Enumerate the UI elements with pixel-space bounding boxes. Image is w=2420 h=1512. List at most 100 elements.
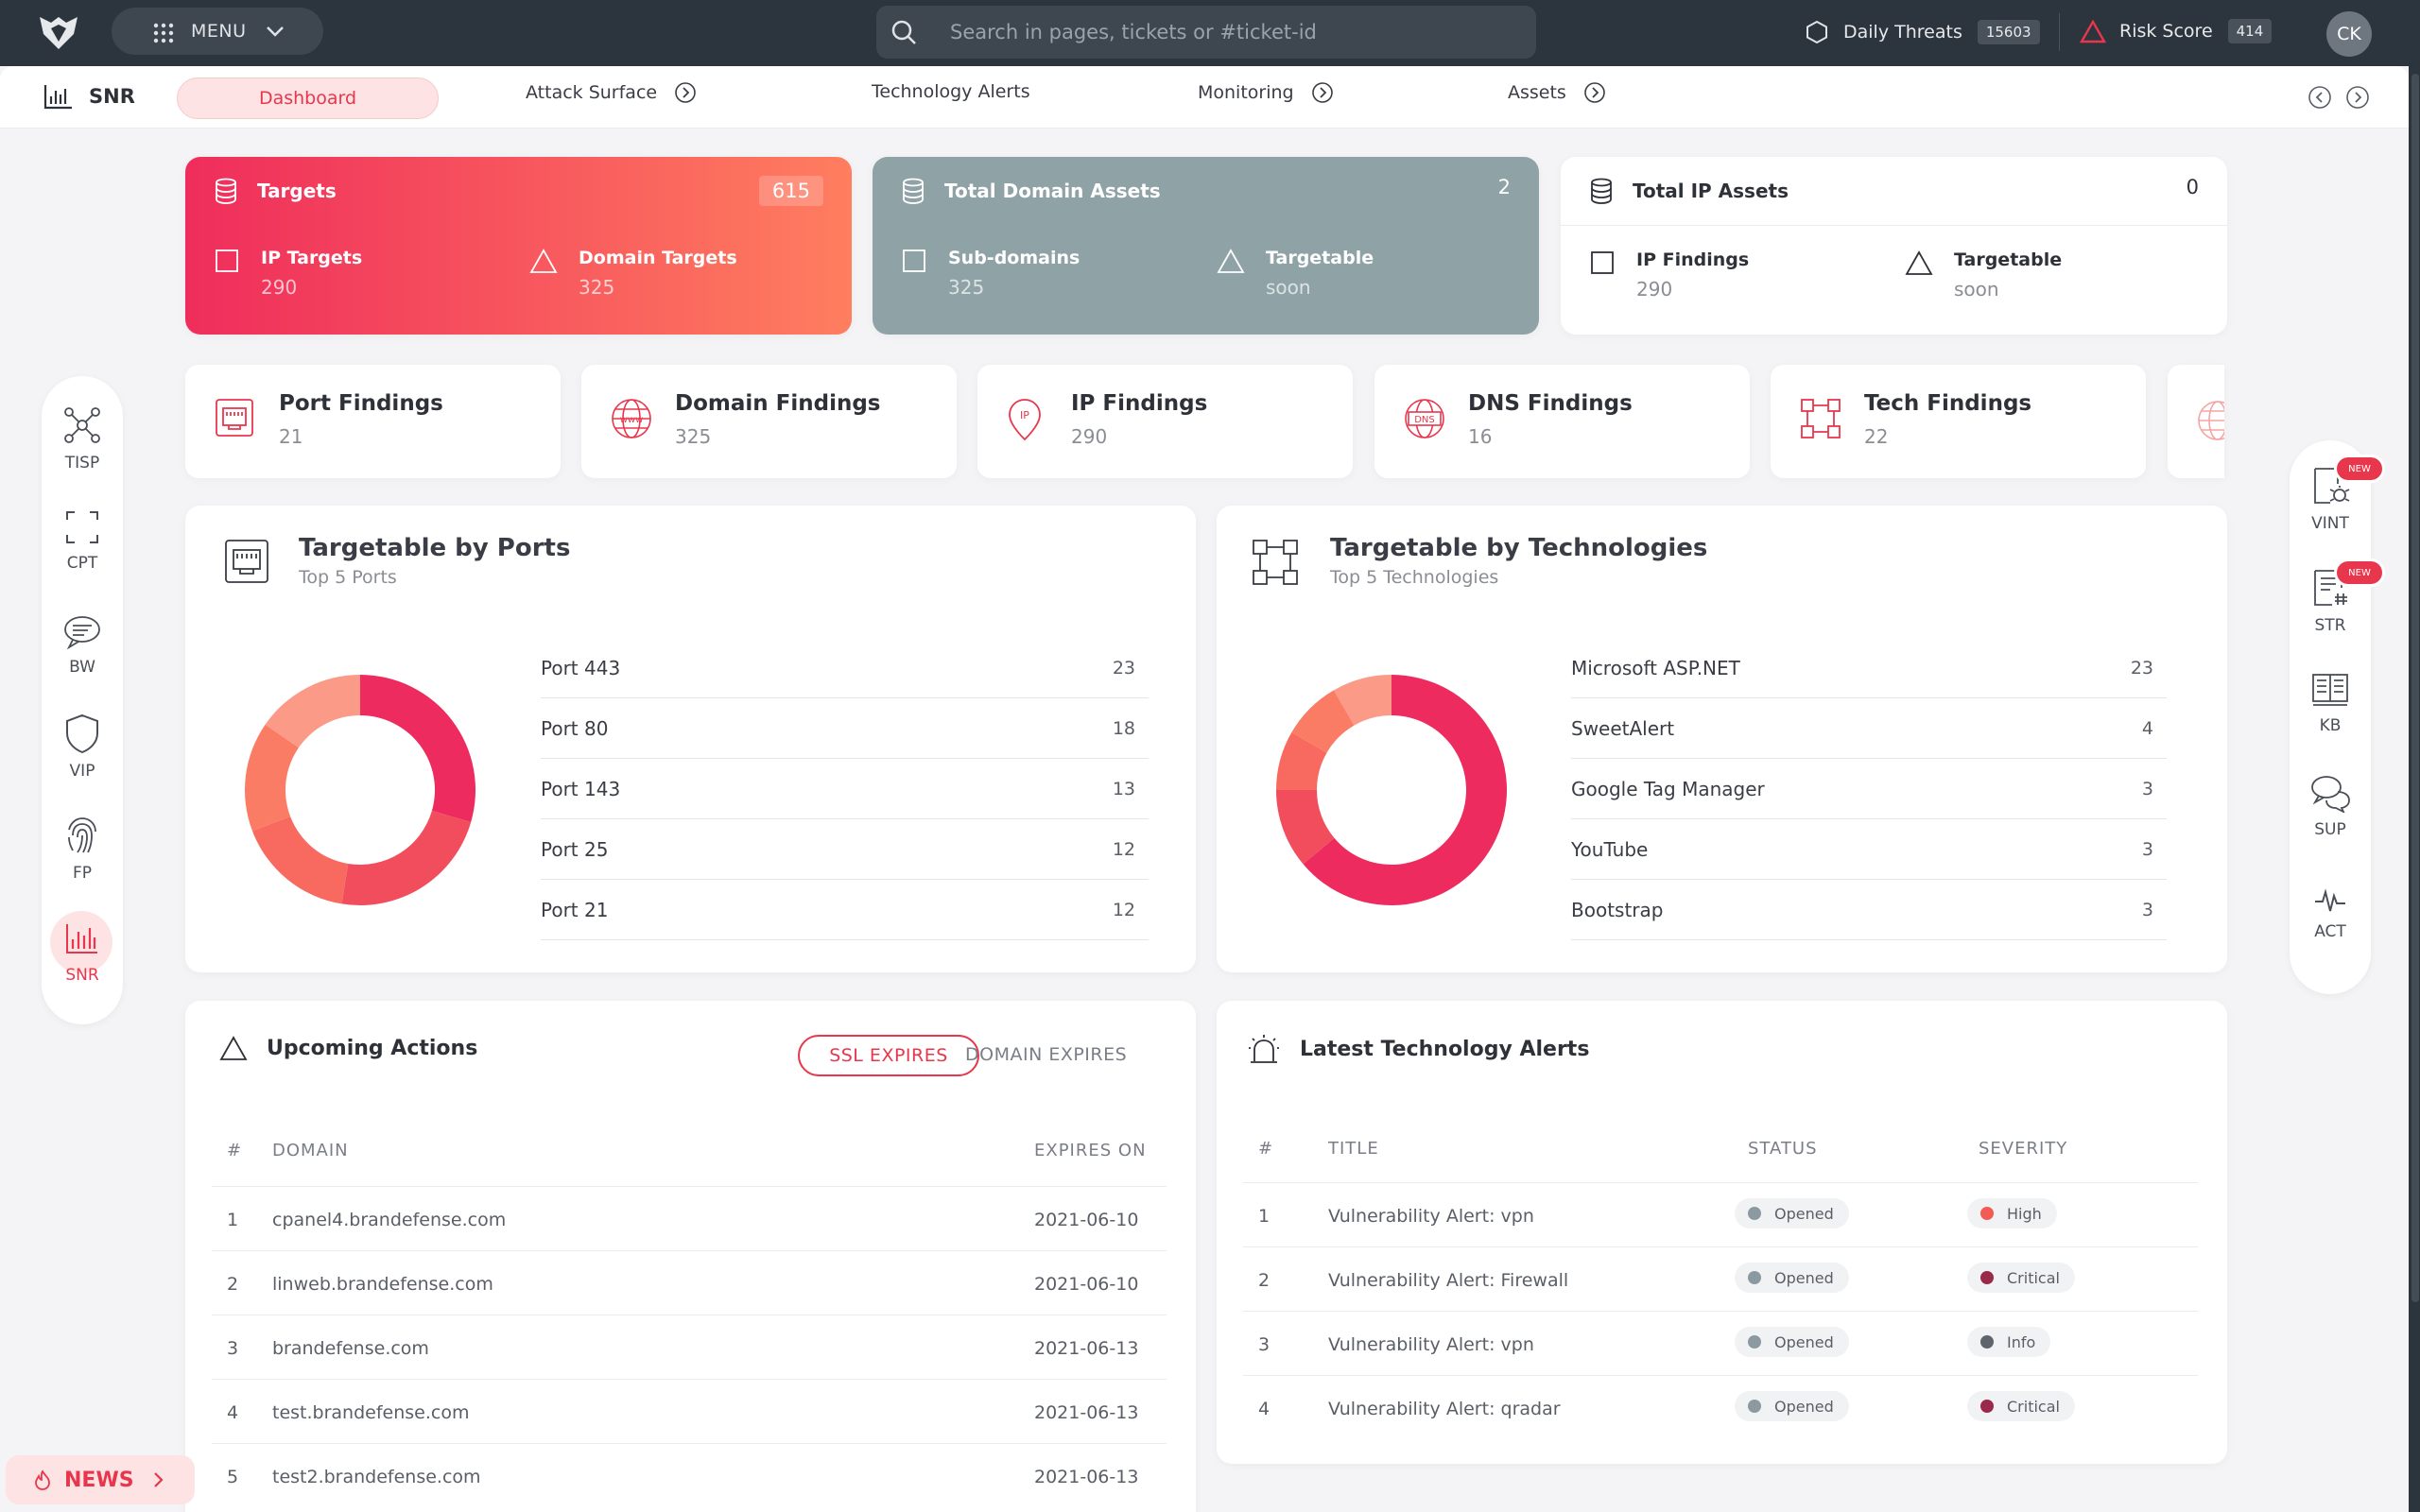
ip-assets-card[interactable]: Total IP Assets 0 IP Findings 290 Targeta…: [1561, 157, 2227, 335]
donut-slice-port-80[interactable]: [341, 810, 472, 905]
legend-row[interactable]: Port 443 23: [541, 638, 1149, 698]
brand-logo-icon[interactable]: [38, 15, 79, 51]
tab-technology-alerts[interactable]: Technology Alerts: [872, 81, 1030, 102]
donut-slice-google-tag-manager[interactable]: [1276, 732, 1327, 790]
ip-targets-stat[interactable]: IP Targets 290: [214, 248, 362, 299]
row-number: 4: [1258, 1399, 1270, 1419]
upcoming-actions-panel: Upcoming Actions SSL EXPIRES DOMAIN EXPI…: [185, 1001, 1196, 1512]
svg-text:www: www: [620, 415, 644, 425]
tech-findings-card[interactable]: Tech Findings 22: [1771, 365, 2146, 478]
menu-button[interactable]: MENU: [112, 8, 323, 55]
domain-targets-stat[interactable]: Domain Targets 325: [529, 248, 737, 299]
tab-domain-expires[interactable]: DOMAIN EXPIRES: [965, 1044, 1128, 1065]
table-row[interactable]: 2 Vulnerability Alert: Firewall Opened Crit…: [1243, 1246, 2198, 1311]
stat-value: 290: [261, 276, 298, 299]
ip-findings-stat[interactable]: IP Findings 290: [1589, 249, 1749, 301]
new-badge: NEW: [2337, 457, 2382, 480]
sub-domains-stat[interactable]: Sub-domains 325: [901, 248, 1080, 299]
risk-score-indicator[interactable]: Risk Score 414: [2080, 19, 2273, 43]
dock-item-act[interactable]: ACT: [2290, 886, 2371, 941]
sub-navigation: SNR Dashboard Attack Surface Technology …: [0, 66, 2409, 129]
donut-slice-port-443[interactable]: [360, 675, 475, 822]
legend-label: Port 443: [541, 656, 621, 679]
table-row[interactable]: 3 Vulnerability Alert: vpn Opened Info: [1243, 1311, 2198, 1375]
daily-threats-indicator[interactable]: Daily Threats 15603: [1804, 19, 2040, 45]
scroll-right-icon[interactable]: [2345, 85, 2370, 110]
targets-card[interactable]: Targets 615 IP Targets 290 Domain Targets…: [185, 157, 852, 335]
user-avatar[interactable]: CK: [2326, 11, 2372, 57]
status-dot: [1980, 1207, 1994, 1220]
topbar-divider: [2059, 13, 2060, 51]
dock-item-vip[interactable]: VIP: [42, 713, 123, 781]
legend-value: 13: [1112, 778, 1135, 799]
port-findings-card[interactable]: Port Findings 21: [185, 365, 561, 478]
dock-item-snr[interactable]: SNR: [42, 920, 123, 985]
dock-item-sup[interactable]: SUP: [2290, 773, 2371, 839]
row-number: 4: [227, 1402, 239, 1423]
legend-row[interactable]: YouTube 3: [1571, 819, 2167, 880]
row-title: Vulnerability Alert: Firewall: [1328, 1270, 1569, 1291]
risk-score-value: 414: [2227, 19, 2273, 43]
search-input[interactable]: [950, 21, 1479, 43]
next-finding-card[interactable]: [2168, 365, 2224, 478]
donut-slice-port-21[interactable]: [265, 675, 360, 748]
news-button[interactable]: NEWS: [6, 1455, 195, 1504]
legend-label: SweetAlert: [1571, 716, 1675, 740]
table-row[interactable]: 5 test2.brandefense.com 2021-06-13: [212, 1443, 1167, 1507]
targetable-stat[interactable]: Targetable soon: [1217, 248, 1374, 299]
dock-item-fp[interactable]: FP: [42, 815, 123, 883]
ip-findings-card[interactable]: IP IP Findings 290: [977, 365, 1353, 478]
scrollbar-thumb[interactable]: [2411, 74, 2419, 1302]
table-row[interactable]: 1 cpanel4.brandefense.com 2021-06-10: [212, 1186, 1167, 1250]
domain-assets-card[interactable]: Total Domain Assets 2 Sub-domains 325 Tar…: [873, 157, 1539, 335]
tab-attack-surface[interactable]: Attack Surface: [526, 81, 697, 104]
triangle-icon: [529, 249, 558, 273]
donut-slice-bootstrap[interactable]: [1334, 675, 1392, 726]
finding-value: 290: [1071, 425, 1108, 448]
card-count: 2: [1497, 176, 1511, 198]
legend-row[interactable]: Port 21 12: [541, 880, 1149, 940]
legend-row[interactable]: Microsoft ASP.NET 23: [1571, 638, 2167, 698]
search-icon[interactable]: [890, 18, 918, 46]
legend-row[interactable]: SweetAlert 4: [1571, 698, 2167, 759]
tab-dashboard[interactable]: Dashboard: [177, 77, 439, 119]
legend-row[interactable]: Port 80 18: [541, 698, 1149, 759]
stat-label: Targetable: [1266, 248, 1374, 268]
legend-row[interactable]: Port 25 12: [541, 819, 1149, 880]
donut-slice-microsoft-asp-net[interactable]: [1303, 675, 1507, 905]
tab-monitoring[interactable]: Monitoring: [1198, 81, 1334, 104]
row-title: Vulnerability Alert: vpn: [1328, 1334, 1534, 1355]
stat-value: 325: [948, 276, 985, 299]
active-indicator: [50, 911, 112, 973]
legend-value: 3: [2141, 778, 2153, 799]
donut-slice-youtube[interactable]: [1291, 690, 1355, 753]
legend-row[interactable]: Google Tag Manager 3: [1571, 759, 2167, 819]
dock-item-kb[interactable]: KB: [2290, 671, 2371, 735]
table-row[interactable]: 4 test.brandefense.com 2021-06-13: [212, 1379, 1167, 1443]
module-brand[interactable]: SNR: [43, 83, 135, 110]
chevron-right-circle-icon: [675, 82, 696, 103]
table-row[interactable]: 1 Vulnerability Alert: vpn Opened High: [1243, 1182, 2198, 1246]
legend-row[interactable]: Bootstrap 3: [1571, 880, 2167, 940]
table-row[interactable]: 4 Vulnerability Alert: qradar Opened Critic…: [1243, 1375, 2198, 1439]
table-row[interactable]: 3 brandefense.com 2021-06-13: [212, 1314, 1167, 1379]
dns-findings-card[interactable]: DNS DNS Findings 16: [1374, 365, 1750, 478]
donut-slice-sweetalert[interactable]: [1276, 790, 1335, 865]
dock-item-str[interactable]: STR: [2290, 567, 2371, 635]
dock-item-bw[interactable]: BW: [42, 612, 123, 677]
tab-ssl-expires[interactable]: SSL EXPIRES: [798, 1035, 979, 1076]
legend-row[interactable]: Port 143 13: [541, 759, 1149, 819]
dock-item-tisp[interactable]: TISP: [42, 404, 123, 472]
table-row[interactable]: 2 linweb.brandefense.com 2021-06-10: [212, 1250, 1167, 1314]
tab-assets[interactable]: Assets: [1508, 81, 1606, 104]
donut-slice-port-25[interactable]: [245, 724, 299, 832]
dock-item-cpt[interactable]: CPT: [42, 508, 123, 573]
targetable-stat[interactable]: Targetable soon: [1905, 249, 2062, 301]
domain-findings-card[interactable]: www Domain Findings 325: [581, 365, 957, 478]
scroll-left-icon[interactable]: [2308, 85, 2332, 110]
dock-item-snr-label: SNR: [65, 966, 99, 985]
dock-item-tisp-label: TISP: [64, 454, 100, 472]
book-icon: [2312, 674, 2348, 706]
donut-slice-port-143[interactable]: [251, 816, 349, 904]
status-badge-label: Opened: [1774, 1268, 1834, 1287]
